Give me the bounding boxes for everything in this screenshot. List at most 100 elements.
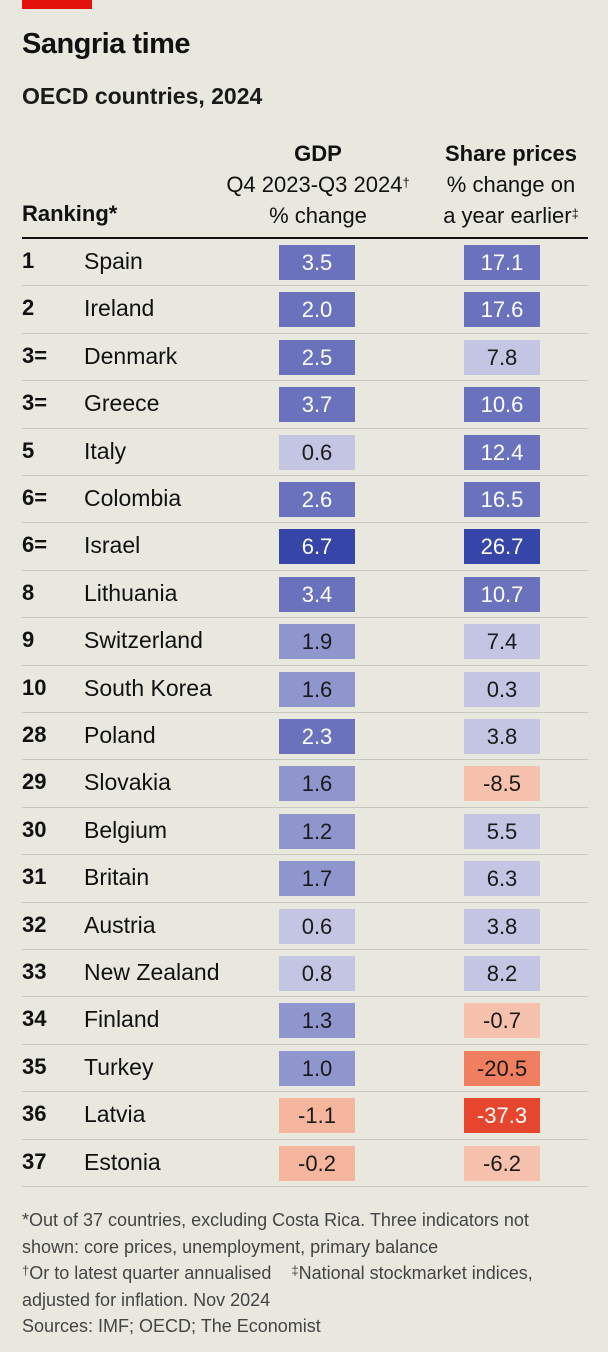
row-separator [22,474,588,476]
row-share-price-value: 26.7 [464,529,540,565]
footnote-sources: Sources: IMF; OECD; The Economist [22,1316,321,1336]
row-country: Switzerland [84,627,203,654]
gdp-column-header: GDP Q4 2023-Q3 2024† % change [200,138,436,231]
footnote-line-1: *Out of 37 countries, excluding Costa Ri… [22,1210,529,1230]
row-rank: 36 [22,1101,47,1127]
table-row: 34 Finland 1.3 -0.7 [0,997,608,1045]
row-gdp-value: 2.0 [279,292,355,328]
row-rank: 30 [22,816,47,842]
row-separator [22,285,588,287]
row-gdp-value: 2.3 [279,719,355,754]
table-row: 28 Poland 2.3 3.8 [0,713,608,761]
row-country: Spain [84,248,143,274]
row-share-price-value: 7.4 [464,624,540,660]
row-rank: 37 [22,1148,47,1174]
table-row: 3= Greece 3.7 10.6 [0,381,608,429]
row-share-price-value: -8.5 [464,766,540,802]
row-country: Israel [84,532,141,559]
share-prices-column-line1: % change on [446,172,576,197]
footnote-line-2: shown: core prices, unemployment, primar… [22,1236,439,1257]
row-share-price-value: 7.8 [464,339,540,375]
row-country: Belgium [84,816,168,843]
gdp-column-period: Q4 2023-Q3 2024† [226,172,410,197]
row-country: Ireland [84,295,155,322]
row-rank: 32 [22,911,47,937]
row-rank: 35 [22,1053,47,1079]
row-share-price-value: -20.5 [464,1050,540,1086]
row-share-price-value: 17.1 [464,245,540,280]
row-separator [22,569,588,571]
row-country: New Zealand [84,959,220,985]
row-share-price-value: 6.3 [464,861,540,897]
table-row: 31 Britain 1.7 6.3 [0,855,608,903]
row-separator [22,901,588,903]
row-rank: 1 [22,248,35,273]
row-share-price-value: -6.2 [464,1145,540,1181]
row-country: Colombia [84,485,182,511]
share-prices-column-title: Share prices [444,141,578,166]
row-share-price-value: 17.6 [464,292,540,328]
row-separator [22,1138,588,1140]
row-separator [22,522,588,524]
gdp-column-unit: % change [269,203,367,228]
row-rank: 33 [22,959,47,984]
row-country: Lithuania [84,579,178,606]
row-rank: 9 [22,627,35,653]
row-separator [22,617,588,619]
row-gdp-value: 0.6 [279,434,355,470]
row-country: Finland [84,1006,160,1033]
row-share-price-value: 3.8 [464,908,540,944]
chart-subtitle: OECD countries, 2024 [22,83,263,109]
gdp-column-title: GDP [294,141,342,166]
header-rule [22,237,588,239]
row-gdp-value: 2.5 [279,339,355,375]
row-share-price-value: 0.3 [464,671,540,707]
table-row: 36 Latvia -1.1 -37.3 [0,1092,608,1140]
table-row: 29 Slovakia 1.6 -8.5 [0,760,608,808]
row-country: Slovakia [84,769,171,796]
row-gdp-value: 1.6 [279,671,355,707]
row-rank: 2 [22,295,35,321]
table-row: 9 Switzerland 1.9 7.4 [0,618,608,666]
row-rank: 3= [22,342,48,368]
row-gdp-value: 0.6 [279,908,355,944]
row-gdp-value: 1.2 [279,813,355,849]
table-row: 32 Austria 0.6 3.8 [0,903,608,950]
row-gdp-value: -0.2 [279,1145,355,1181]
row-rank: 28 [22,722,47,747]
row-gdp-value: 3.5 [279,245,355,280]
row-share-price-value: 12.4 [464,434,540,470]
row-country: Poland [84,722,156,748]
row-separator [22,332,588,334]
row-gdp-value: 1.9 [279,624,355,660]
row-rank: 6= [22,485,48,510]
row-separator [22,427,588,429]
table-row: 6= Israel 6.7 26.7 [0,523,608,571]
row-country: Estonia [84,1148,161,1175]
table-row: 35 Turkey 1.0 -20.5 [0,1045,608,1093]
row-gdp-value: -1.1 [279,1098,355,1134]
table-row: 30 Belgium 1.2 5.5 [0,808,608,856]
row-gdp-value: 3.7 [279,387,355,423]
row-country: Denmark [84,342,178,369]
table-row: 6= Colombia 2.6 16.5 [0,476,608,524]
table-row: 1 Spain 3.5 17.1 [0,239,608,287]
ranking-column-header: Ranking* [22,201,118,226]
row-separator [22,1091,588,1093]
row-gdp-value: 1.7 [279,861,355,897]
row-share-price-value: 10.6 [464,387,540,423]
row-country: South Korea [84,674,212,701]
row-share-price-value: 5.5 [464,813,540,849]
row-share-price-value: 16.5 [464,482,540,517]
row-separator [22,996,588,998]
row-share-price-value: 8.2 [464,956,540,991]
row-share-price-value: 10.7 [464,576,540,612]
share-prices-column-line2: a year earlier‡ [443,203,579,228]
brand-red-bar [22,0,92,9]
row-country: Greece [84,390,160,417]
row-gdp-value: 6.7 [279,529,355,565]
row-gdp-value: 0.8 [279,956,355,991]
row-share-price-value: -37.3 [464,1098,540,1134]
table-row: 33 New Zealand 0.8 8.2 [0,950,608,998]
row-rank: 5 [22,437,35,463]
